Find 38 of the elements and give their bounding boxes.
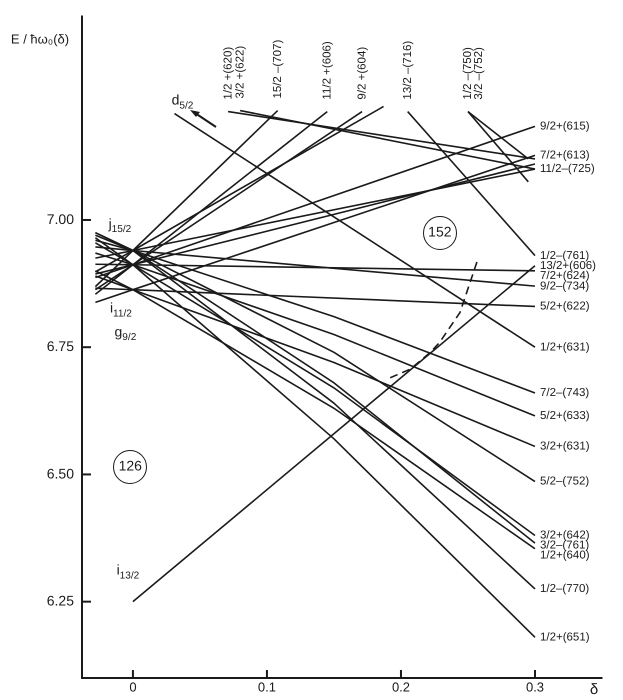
annotation: 7/2+(624) [540, 270, 590, 282]
annotation: 13/2+(606) [540, 260, 596, 272]
annotation: 3/2+(631) [540, 440, 590, 453]
y-axis-title: E / ħω₀(δ) [10, 32, 70, 47]
annotation: 3/2–(761) [540, 540, 590, 552]
x-tick-label: 0.3 [526, 679, 544, 694]
annotation: 5/2+(633) [540, 410, 590, 422]
annotation: 5/2–(752) [540, 476, 590, 488]
annotation: 126 [118, 458, 142, 474]
annotation: 11/2 +(606) [321, 41, 334, 100]
annotation: 1/2+(640) [540, 550, 590, 562]
annotation: 15/2 –(707) [272, 40, 284, 99]
annotation: 5/2+(622) [540, 300, 590, 313]
annotation: 7/2+(613) [540, 150, 590, 162]
annotation: 13/2 –(716) [402, 40, 414, 100]
annotation: 9/2+(615) [540, 120, 590, 132]
annotation: 3/2 –(752) [473, 46, 486, 100]
annotation: 11/2–(725) [540, 163, 595, 176]
annotation: 1/2+(631) [540, 341, 590, 354]
annotation: 3/2 +(622) [234, 46, 246, 99]
annotation: 7/2–(743) [540, 387, 590, 400]
annotation: 3/2+(642) [540, 530, 590, 542]
annotation: 152 [428, 224, 452, 240]
x-axis-title: δ [590, 681, 598, 698]
annotation: 1/2 +(620) [222, 46, 234, 100]
annotation: 1/2–(761) [540, 250, 590, 262]
y-tick-label: 6.50 [46, 465, 74, 482]
annotation: 9/2 +(604) [356, 46, 368, 100]
annotation: 1/2–(770) [540, 583, 590, 596]
y-tick-label: 7.00 [46, 210, 74, 227]
x-tick-label: 0.2 [392, 679, 410, 694]
x-tick-label: 0 [129, 679, 137, 694]
annotation: 1/2+(651) [540, 631, 590, 644]
y-tick-label: 6.75 [46, 338, 74, 354]
annotation: 1/2 –(750) [462, 46, 474, 100]
annotation: 9/2–(734) [540, 280, 590, 292]
y-tick-label: 6.25 [46, 592, 74, 609]
x-tick-label: 0.1 [258, 679, 276, 694]
